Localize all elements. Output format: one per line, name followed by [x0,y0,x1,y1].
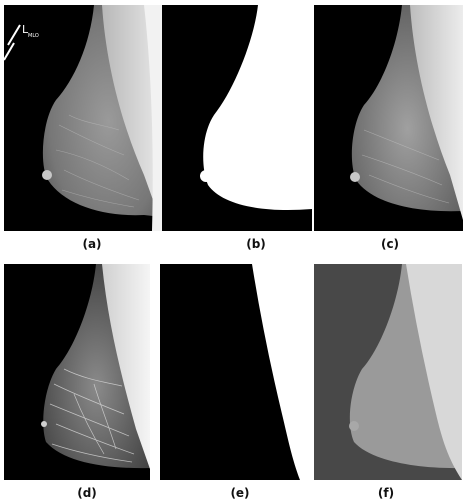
panel-e-pectoral-mask [160,264,300,480]
panel-d-enhanced-image [4,264,150,480]
panel-a-original-mammogram: L MLO [4,5,162,231]
panel-f-segmentation [314,264,462,480]
laterality-marker: L [22,23,29,36]
caption-f: (f) [377,486,395,500]
caption-b: (b) [246,237,266,251]
panel-c-masked-image [314,5,463,231]
caption-c: (c) [380,237,400,251]
view-marker: MLO [28,33,39,39]
caption-a: (a) [82,237,102,251]
caption-d: (d) [77,486,97,500]
caption-e: (e) [230,486,250,500]
panel-b-breast-mask [162,5,312,231]
